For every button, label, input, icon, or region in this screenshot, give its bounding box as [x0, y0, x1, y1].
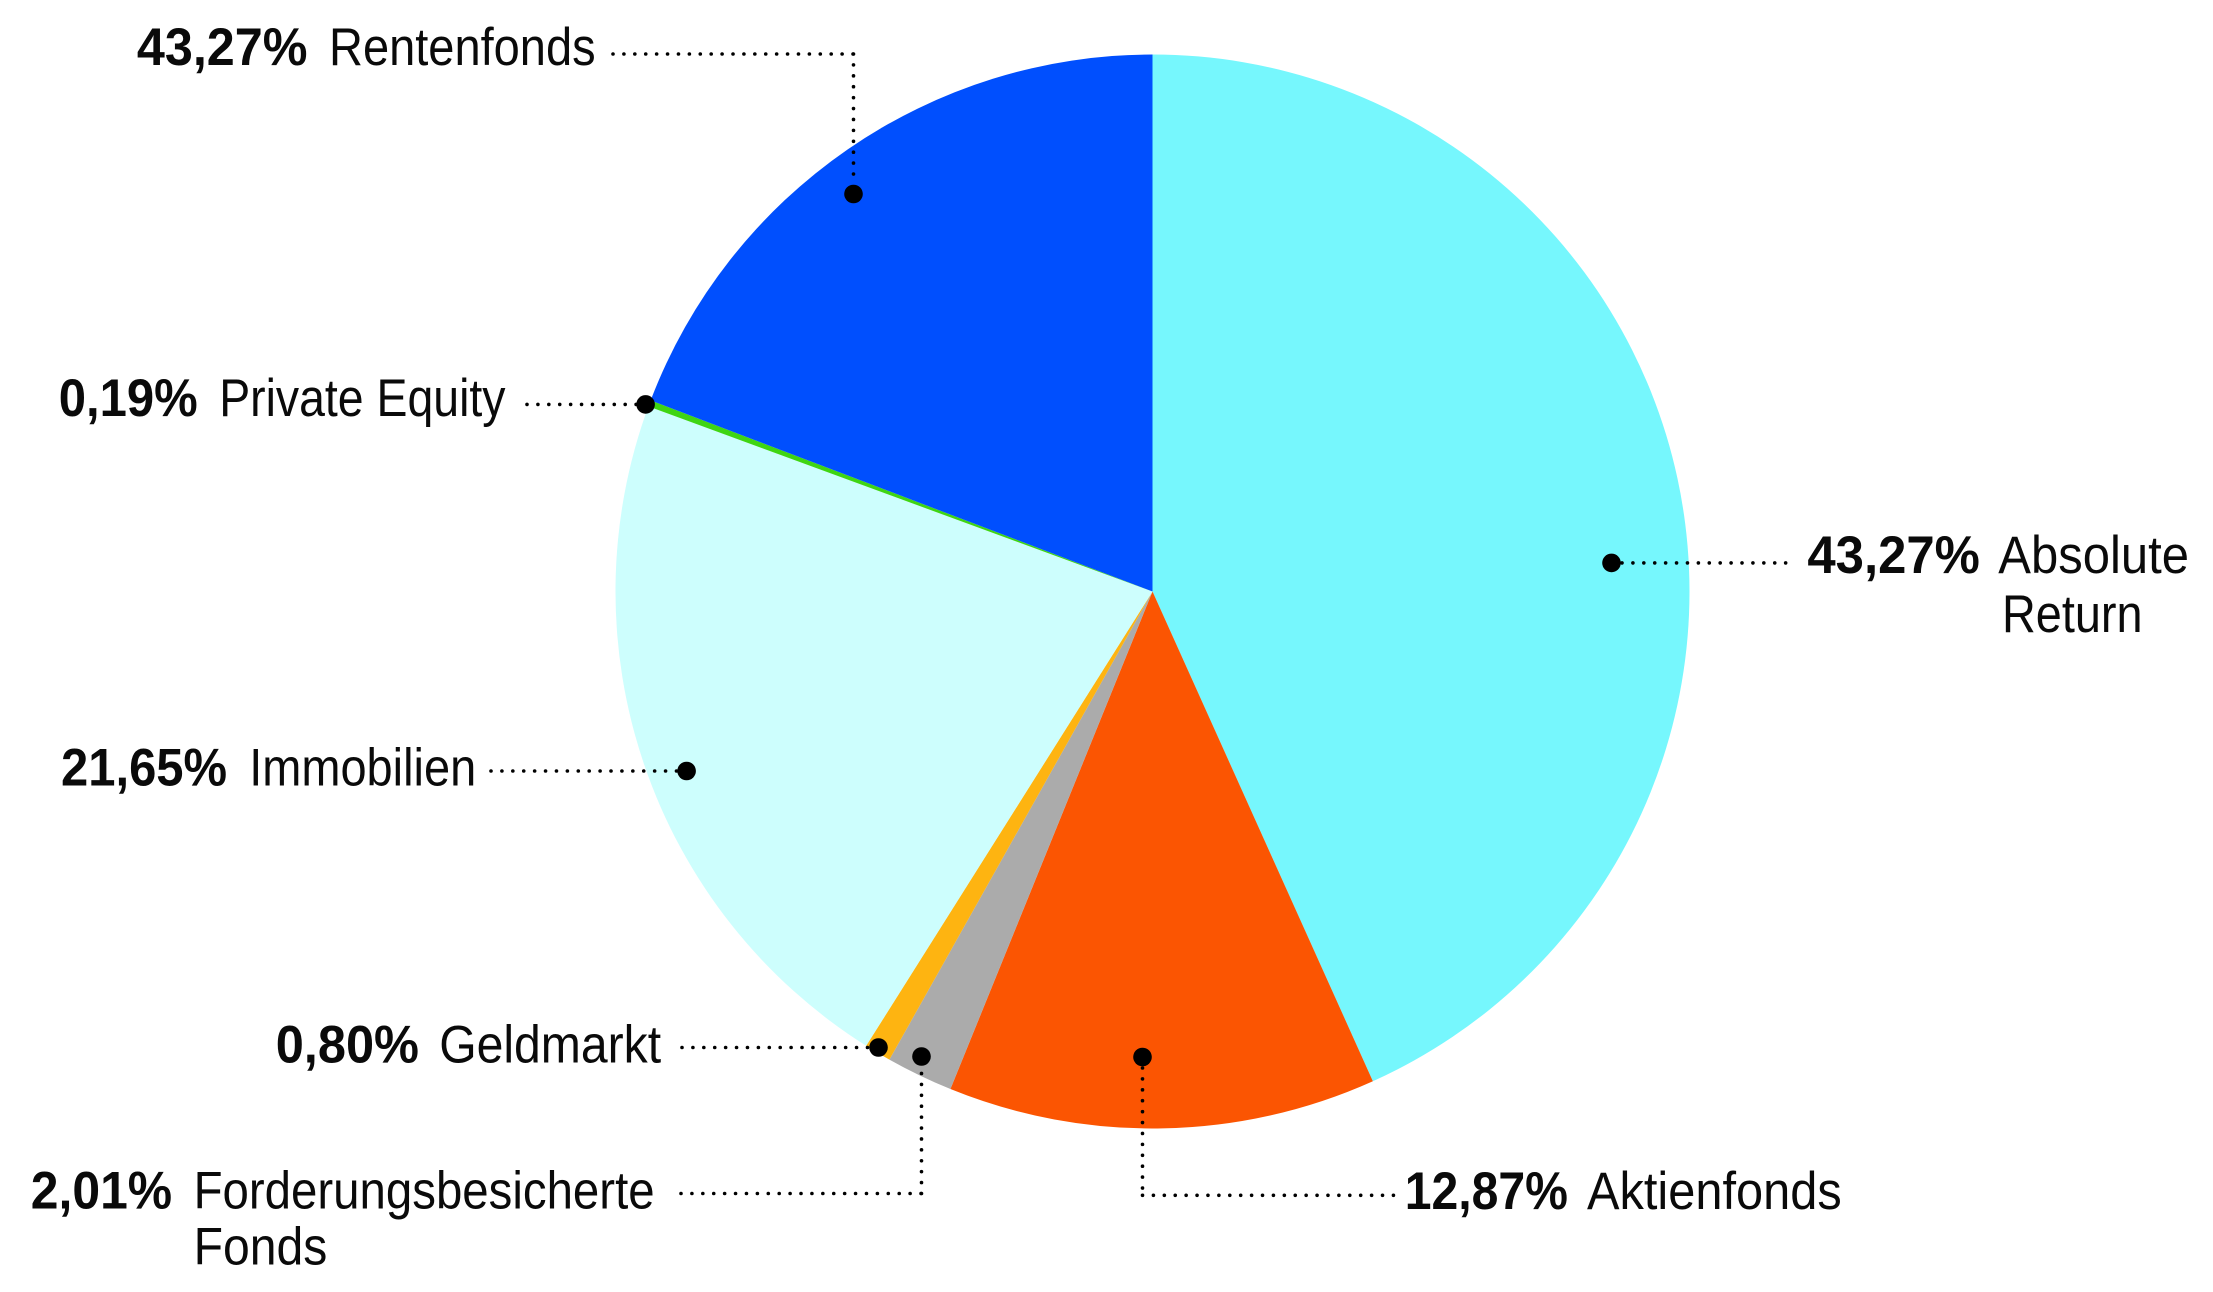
svg-text:43,27%: 43,27%: [1807, 526, 1980, 585]
svg-text:Forderungsbesicherte: Forderungsbesicherte: [194, 1161, 655, 1220]
svg-text:Rentenfonds: Rentenfonds: [329, 18, 596, 77]
svg-text:Geldmarkt: Geldmarkt: [439, 1016, 661, 1075]
svg-text:0,19%: 0,19%: [59, 369, 198, 428]
svg-text:Fonds: Fonds: [194, 1217, 328, 1276]
svg-text:43,27%: 43,27%: [137, 18, 308, 77]
svg-text:2,01%: 2,01%: [31, 1161, 172, 1220]
svg-text:Return: Return: [2002, 585, 2143, 644]
svg-text:Immobilien: Immobilien: [249, 738, 476, 797]
svg-text:21,65%: 21,65%: [61, 738, 227, 797]
svg-text:Private Equity: Private Equity: [219, 369, 506, 428]
svg-text:Absolute: Absolute: [1998, 526, 2189, 585]
svg-text:12,87%: 12,87%: [1405, 1162, 1568, 1221]
svg-text:0,80%: 0,80%: [276, 1016, 419, 1075]
svg-text:Aktienfonds: Aktienfonds: [1587, 1162, 1842, 1221]
